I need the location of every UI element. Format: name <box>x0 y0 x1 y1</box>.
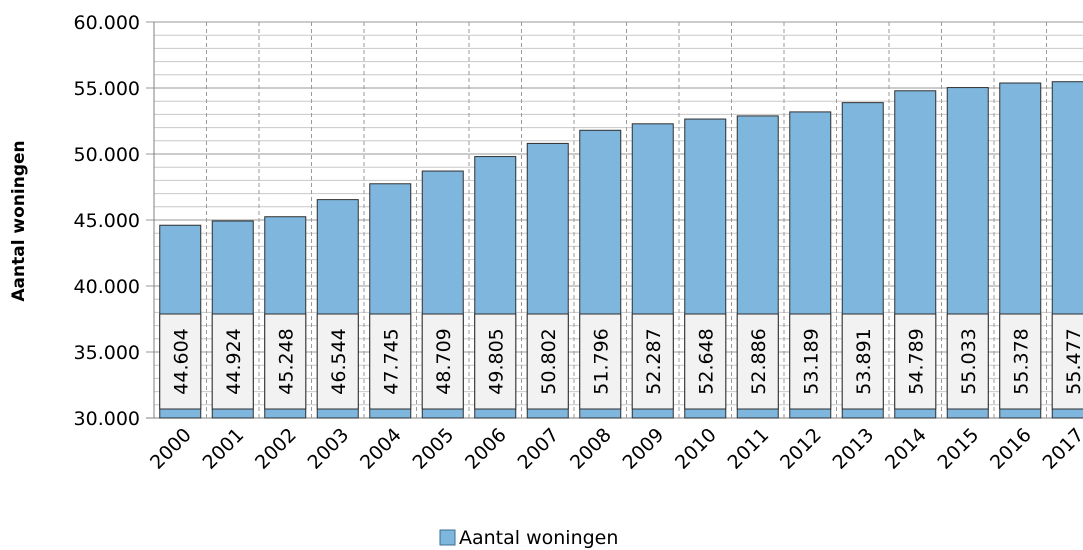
x-tick-label: 2016 <box>986 424 1036 474</box>
data-label: 53.189 <box>800 328 822 394</box>
data-label-box <box>894 313 937 410</box>
data-label: 55.477 <box>1063 328 1083 394</box>
data-label: 52.886 <box>748 328 770 394</box>
y-axis-title: Aantal woningen <box>9 140 29 301</box>
data-label-box <box>264 313 307 410</box>
data-label: 44.604 <box>170 328 192 394</box>
x-tick-label: 2010 <box>671 424 721 474</box>
x-tick-label: 2011 <box>724 424 774 474</box>
data-label-box <box>421 313 464 410</box>
legend-swatch <box>439 529 456 546</box>
data-label-box <box>841 313 884 410</box>
data-label-box <box>211 313 254 410</box>
data-label: 46.544 <box>328 328 350 394</box>
x-axis-ticks: 2000 2001 2002 2003 2004 2005 2006 2007 2008 2009… <box>146 424 1083 474</box>
legend: Aantal woningen <box>439 527 618 549</box>
x-tick-label: 2005 <box>409 424 459 474</box>
x-tick-label: 2002 <box>251 424 301 474</box>
data-label: 55.378 <box>1010 328 1032 394</box>
data-label-box <box>159 313 202 410</box>
data-label-box <box>526 313 569 410</box>
y-tick-label: 60.000 <box>74 12 140 34</box>
data-label-box <box>736 313 779 410</box>
x-tick-label: 2017 <box>1039 424 1083 474</box>
data-label: 48.709 <box>433 328 455 394</box>
data-label: 47.745 <box>380 328 402 394</box>
y-axis-ticks: 30.000 35.000 40.000 45.000 50.000 55.000 60.0… <box>74 12 140 430</box>
data-label: 49.805 <box>485 328 507 394</box>
data-label: 50.802 <box>538 328 560 394</box>
data-label-box <box>684 313 727 410</box>
y-tick-label: 40.000 <box>74 276 140 298</box>
data-label: 44.924 <box>223 328 245 394</box>
data-label-box <box>999 313 1042 410</box>
x-tick-label: 2001 <box>199 424 249 474</box>
x-tick-label: 2006 <box>461 424 511 474</box>
data-label-box <box>1051 313 1083 410</box>
data-label-box <box>579 313 622 410</box>
data-label-box <box>631 313 674 410</box>
data-label: 54.789 <box>905 328 927 394</box>
x-tick-label: 2013 <box>829 424 879 474</box>
x-tick-label: 2007 <box>514 424 564 474</box>
y-tick-label: 45.000 <box>74 210 140 232</box>
y-tick-label: 55.000 <box>74 78 140 100</box>
x-tick-label: 2008 <box>566 424 616 474</box>
y-tick-label: 50.000 <box>74 144 140 166</box>
y-tick-label: 30.000 <box>74 408 140 430</box>
y-tick-label: 35.000 <box>74 342 140 364</box>
x-tick-label: 2000 <box>146 424 196 474</box>
data-label-box <box>789 313 832 410</box>
x-tick-label: 2003 <box>304 424 354 474</box>
x-tick-label: 2009 <box>619 424 669 474</box>
data-label: 52.648 <box>695 328 717 394</box>
data-label: 45.248 <box>275 328 297 394</box>
data-label: 51.796 <box>590 328 612 394</box>
data-label-box <box>316 313 359 410</box>
x-tick-label: 2012 <box>776 424 826 474</box>
data-label: 53.891 <box>853 328 875 394</box>
x-tick-label: 2014 <box>881 424 931 474</box>
data-label: 52.287 <box>643 328 665 394</box>
legend-label: Aantal woningen <box>459 527 618 549</box>
x-tick-label: 2015 <box>934 424 984 474</box>
bars: 44.604 44.924 45.248 46.544 47.745 48.709 49.8… <box>159 81 1083 419</box>
x-tick-label: 2004 <box>356 424 406 474</box>
data-label-box <box>946 313 989 410</box>
data-label-box <box>369 313 412 410</box>
data-label: 55.033 <box>958 328 980 394</box>
data-label-box <box>474 313 517 410</box>
